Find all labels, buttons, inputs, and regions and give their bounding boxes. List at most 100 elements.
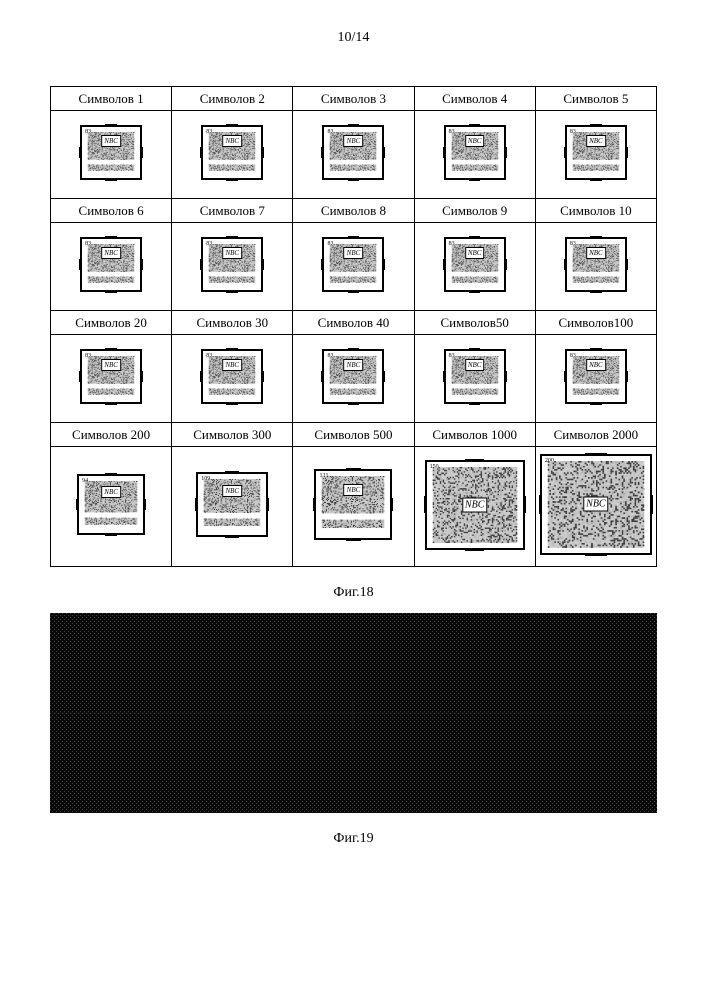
tile-center-label: NBC: [344, 484, 364, 496]
alignment-bar-icon: [200, 147, 203, 157]
alignment-bar-icon: [390, 498, 393, 511]
tile-center-label: NBC: [586, 135, 606, 147]
tile-cell: 83 NBC: [535, 111, 656, 199]
alignment-bar-icon: [226, 178, 238, 181]
tile-center-label: NBC: [222, 359, 242, 371]
code-tile: 83 NBC: [444, 349, 506, 405]
tile-cell: 83 NBC: [535, 223, 656, 311]
code-tile: 83 NBC: [444, 237, 506, 293]
code-tile: 83 NBC: [444, 125, 506, 181]
alignment-bar-icon: [469, 124, 481, 127]
tile-cell: 200 NBC: [535, 447, 656, 567]
code-tile: 150 NBC: [425, 460, 525, 550]
alignment-bar-icon: [382, 147, 385, 157]
cell-label: Символов 2: [172, 87, 293, 111]
code-tile: 83 NBC: [565, 349, 627, 405]
alignment-bar-icon: [590, 178, 602, 181]
tile-cell: 150 NBC: [414, 447, 535, 567]
alignment-bar-icon: [585, 453, 607, 456]
tile-cell: 94 NBC: [51, 447, 172, 567]
alignment-bar-icon: [200, 259, 203, 269]
cell-label: Символов 6: [51, 199, 172, 223]
alignment-bar-icon: [200, 371, 203, 381]
cell-label: Символов 1: [51, 87, 172, 111]
alignment-bar-icon: [382, 371, 385, 381]
alignment-bar-icon: [625, 147, 628, 157]
alignment-bar-icon: [313, 498, 316, 511]
alignment-bar-icon: [321, 259, 324, 269]
tile-center-label: NBC: [583, 497, 608, 512]
tile-center-label: NBC: [101, 135, 121, 147]
alignment-bar-icon: [504, 259, 507, 269]
alignment-bar-icon: [625, 259, 628, 269]
alignment-bar-icon: [424, 496, 427, 513]
alignment-bar-icon: [105, 473, 118, 476]
tile-cell: 83 NBC: [172, 223, 293, 311]
alignment-bar-icon: [443, 147, 446, 157]
alignment-bar-icon: [140, 147, 143, 157]
cell-label: Символов 9: [414, 199, 535, 223]
alignment-bar-icon: [321, 147, 324, 157]
alignment-bar-icon: [590, 348, 602, 351]
image-row-3: 83 NBC 83 NBC 83 NBC 83 NBC 83: [51, 335, 657, 423]
alignment-bar-icon: [504, 371, 507, 381]
alignment-bar-icon: [140, 371, 143, 381]
alignment-bar-icon: [226, 402, 238, 405]
alignment-bar-icon: [226, 124, 238, 127]
alignment-bar-icon: [348, 236, 360, 239]
figure19-block: [50, 613, 657, 813]
alignment-bar-icon: [564, 371, 567, 381]
tile-center-label: NBC: [465, 247, 485, 259]
alignment-bar-icon: [590, 290, 602, 293]
tile-cell: 83 NBC: [414, 223, 535, 311]
cell-label: Символов 500: [293, 423, 414, 447]
alignment-bar-icon: [346, 538, 361, 541]
code-tile: 83 NBC: [322, 237, 384, 293]
cell-label: Символов 10: [535, 199, 656, 223]
alignment-bar-icon: [650, 495, 653, 514]
tile-cell: 83 NBC: [414, 111, 535, 199]
tile-center-label: NBC: [222, 135, 242, 147]
alignment-bar-icon: [443, 371, 446, 381]
image-row-1: 83 NBC 83 NBC 83 NBC 83 NBC 83: [51, 111, 657, 199]
alignment-bar-icon: [539, 495, 542, 514]
cell-label: Символов50: [414, 311, 535, 335]
cell-label: Символов 300: [172, 423, 293, 447]
code-tile: 83 NBC: [565, 125, 627, 181]
alignment-bar-icon: [590, 124, 602, 127]
alignment-bar-icon: [261, 371, 264, 381]
alignment-bar-icon: [225, 535, 239, 538]
alignment-bar-icon: [105, 178, 117, 181]
code-tile: 94 NBC: [77, 474, 145, 535]
tile-center-label: NBC: [344, 359, 364, 371]
alignment-bar-icon: [105, 348, 117, 351]
alignment-bar-icon: [105, 236, 117, 239]
code-tile: 83 NBC: [201, 125, 263, 181]
alignment-bar-icon: [504, 147, 507, 157]
tile-center-label: NBC: [465, 359, 485, 371]
tile-center-label: NBC: [344, 247, 364, 259]
alignment-bar-icon: [348, 290, 360, 293]
alignment-bar-icon: [261, 147, 264, 157]
cell-label: Символов 40: [293, 311, 414, 335]
tile-cell: 83 NBC: [172, 111, 293, 199]
alignment-bar-icon: [105, 533, 118, 536]
figure18-table: Символов 1 Символов 2 Символов 3 Символо…: [50, 86, 657, 567]
tile-cell: 83 NBC: [414, 335, 535, 423]
code-tile: 83 NBC: [80, 237, 142, 293]
code-tile: 83 NBC: [565, 237, 627, 293]
alignment-bar-icon: [105, 402, 117, 405]
alignment-bar-icon: [465, 548, 484, 551]
alignment-bar-icon: [443, 259, 446, 269]
label-row-1: Символов 1 Символов 2 Символов 3 Символо…: [51, 87, 657, 111]
code-tile: 121 NBC: [314, 469, 392, 539]
tile-center-label: NBC: [101, 486, 121, 498]
alignment-bar-icon: [625, 371, 628, 381]
label-row-2: Символов 6 Символов 7 Символов 8 Символо…: [51, 199, 657, 223]
alignment-bar-icon: [79, 147, 82, 157]
tile-cell: 83 NBC: [293, 111, 414, 199]
code-tile: 83 NBC: [80, 349, 142, 405]
tile-center-label: NBC: [222, 485, 242, 497]
alignment-bar-icon: [382, 259, 385, 269]
tile-center-label: NBC: [101, 359, 121, 371]
